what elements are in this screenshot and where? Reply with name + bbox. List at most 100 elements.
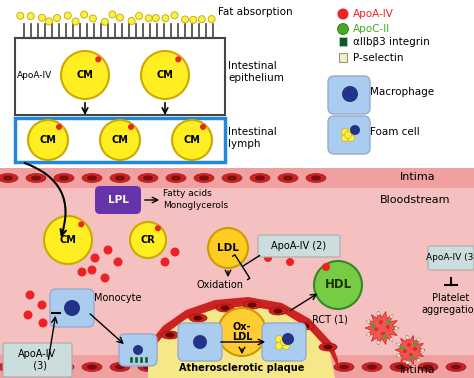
Circle shape (379, 320, 383, 324)
Ellipse shape (171, 12, 178, 19)
Bar (367, 320, 370, 323)
Circle shape (155, 225, 161, 231)
Circle shape (133, 345, 143, 355)
Circle shape (100, 274, 109, 282)
Circle shape (103, 245, 112, 254)
Text: ApoA-IV: ApoA-IV (17, 71, 52, 79)
Circle shape (264, 254, 272, 262)
Circle shape (372, 324, 376, 328)
Ellipse shape (166, 363, 186, 372)
Text: CM: CM (60, 235, 76, 245)
Ellipse shape (87, 175, 97, 181)
Circle shape (208, 228, 248, 268)
Ellipse shape (54, 14, 61, 22)
Bar (367, 333, 370, 336)
Ellipse shape (26, 363, 46, 372)
Bar (417, 338, 419, 341)
Ellipse shape (143, 175, 153, 181)
Ellipse shape (189, 314, 207, 322)
Circle shape (61, 51, 109, 99)
Ellipse shape (367, 364, 377, 370)
Ellipse shape (31, 364, 41, 370)
Circle shape (386, 325, 390, 329)
Circle shape (386, 320, 390, 324)
Bar (0, 168, 474, 188)
Ellipse shape (31, 175, 41, 181)
Ellipse shape (82, 174, 102, 183)
Ellipse shape (54, 174, 74, 183)
Text: Intima: Intima (400, 172, 436, 182)
Circle shape (413, 342, 417, 347)
Circle shape (141, 51, 189, 99)
Ellipse shape (161, 331, 179, 339)
Ellipse shape (171, 175, 181, 181)
Circle shape (37, 301, 46, 310)
Circle shape (193, 335, 207, 349)
Ellipse shape (301, 324, 310, 328)
Ellipse shape (220, 305, 229, 310)
Ellipse shape (247, 302, 256, 307)
Ellipse shape (190, 16, 197, 23)
Ellipse shape (115, 364, 125, 370)
Ellipse shape (250, 174, 270, 183)
Ellipse shape (128, 17, 135, 25)
Text: LPL: LPL (108, 195, 128, 205)
Text: Intestinal
lymph: Intestinal lymph (228, 127, 277, 149)
FancyBboxPatch shape (95, 186, 141, 214)
Text: αIIbβ3 integrin: αIIbβ3 integrin (353, 37, 430, 47)
FancyBboxPatch shape (262, 323, 306, 361)
Ellipse shape (152, 15, 159, 22)
Ellipse shape (194, 363, 214, 372)
Text: Platelet: Platelet (432, 293, 470, 303)
Text: Intima: Intima (400, 365, 436, 375)
Circle shape (171, 248, 180, 257)
Bar (421, 349, 425, 352)
Text: ApoA-IV
  (3): ApoA-IV (3) (18, 349, 56, 371)
Ellipse shape (395, 364, 405, 370)
Ellipse shape (115, 175, 125, 181)
Bar (140, 357, 143, 363)
FancyBboxPatch shape (119, 334, 157, 366)
Circle shape (350, 125, 360, 135)
Circle shape (407, 343, 411, 347)
Ellipse shape (311, 175, 321, 181)
Ellipse shape (59, 175, 69, 181)
Ellipse shape (390, 363, 410, 372)
Text: CM: CM (156, 70, 173, 80)
Text: Monocyte: Monocyte (94, 293, 142, 303)
Ellipse shape (3, 364, 13, 370)
Ellipse shape (306, 174, 326, 183)
Ellipse shape (82, 363, 102, 372)
Ellipse shape (319, 343, 337, 351)
Text: LDL: LDL (217, 243, 239, 253)
Bar (135, 357, 138, 363)
Circle shape (88, 265, 97, 274)
Ellipse shape (136, 12, 143, 20)
Ellipse shape (101, 18, 108, 25)
Circle shape (409, 353, 413, 357)
Text: Monoglycerols: Monoglycerols (163, 201, 228, 211)
Text: Ox-: Ox- (233, 322, 251, 332)
Ellipse shape (138, 363, 158, 372)
Ellipse shape (250, 363, 270, 372)
Ellipse shape (296, 322, 314, 330)
Circle shape (281, 339, 288, 345)
Circle shape (345, 132, 352, 138)
Ellipse shape (3, 175, 13, 181)
Polygon shape (148, 302, 335, 378)
Text: P-selectin: P-selectin (353, 53, 403, 63)
Bar (130, 357, 133, 363)
Ellipse shape (255, 175, 265, 181)
FancyBboxPatch shape (328, 76, 370, 114)
Circle shape (337, 23, 348, 34)
Circle shape (44, 216, 92, 264)
FancyArrowPatch shape (25, 163, 66, 235)
Ellipse shape (110, 174, 130, 183)
Ellipse shape (171, 364, 181, 370)
Circle shape (403, 349, 407, 353)
Ellipse shape (54, 363, 74, 372)
Ellipse shape (446, 363, 466, 372)
Bar (339, 53, 347, 62)
Circle shape (347, 129, 355, 135)
Ellipse shape (162, 15, 169, 22)
